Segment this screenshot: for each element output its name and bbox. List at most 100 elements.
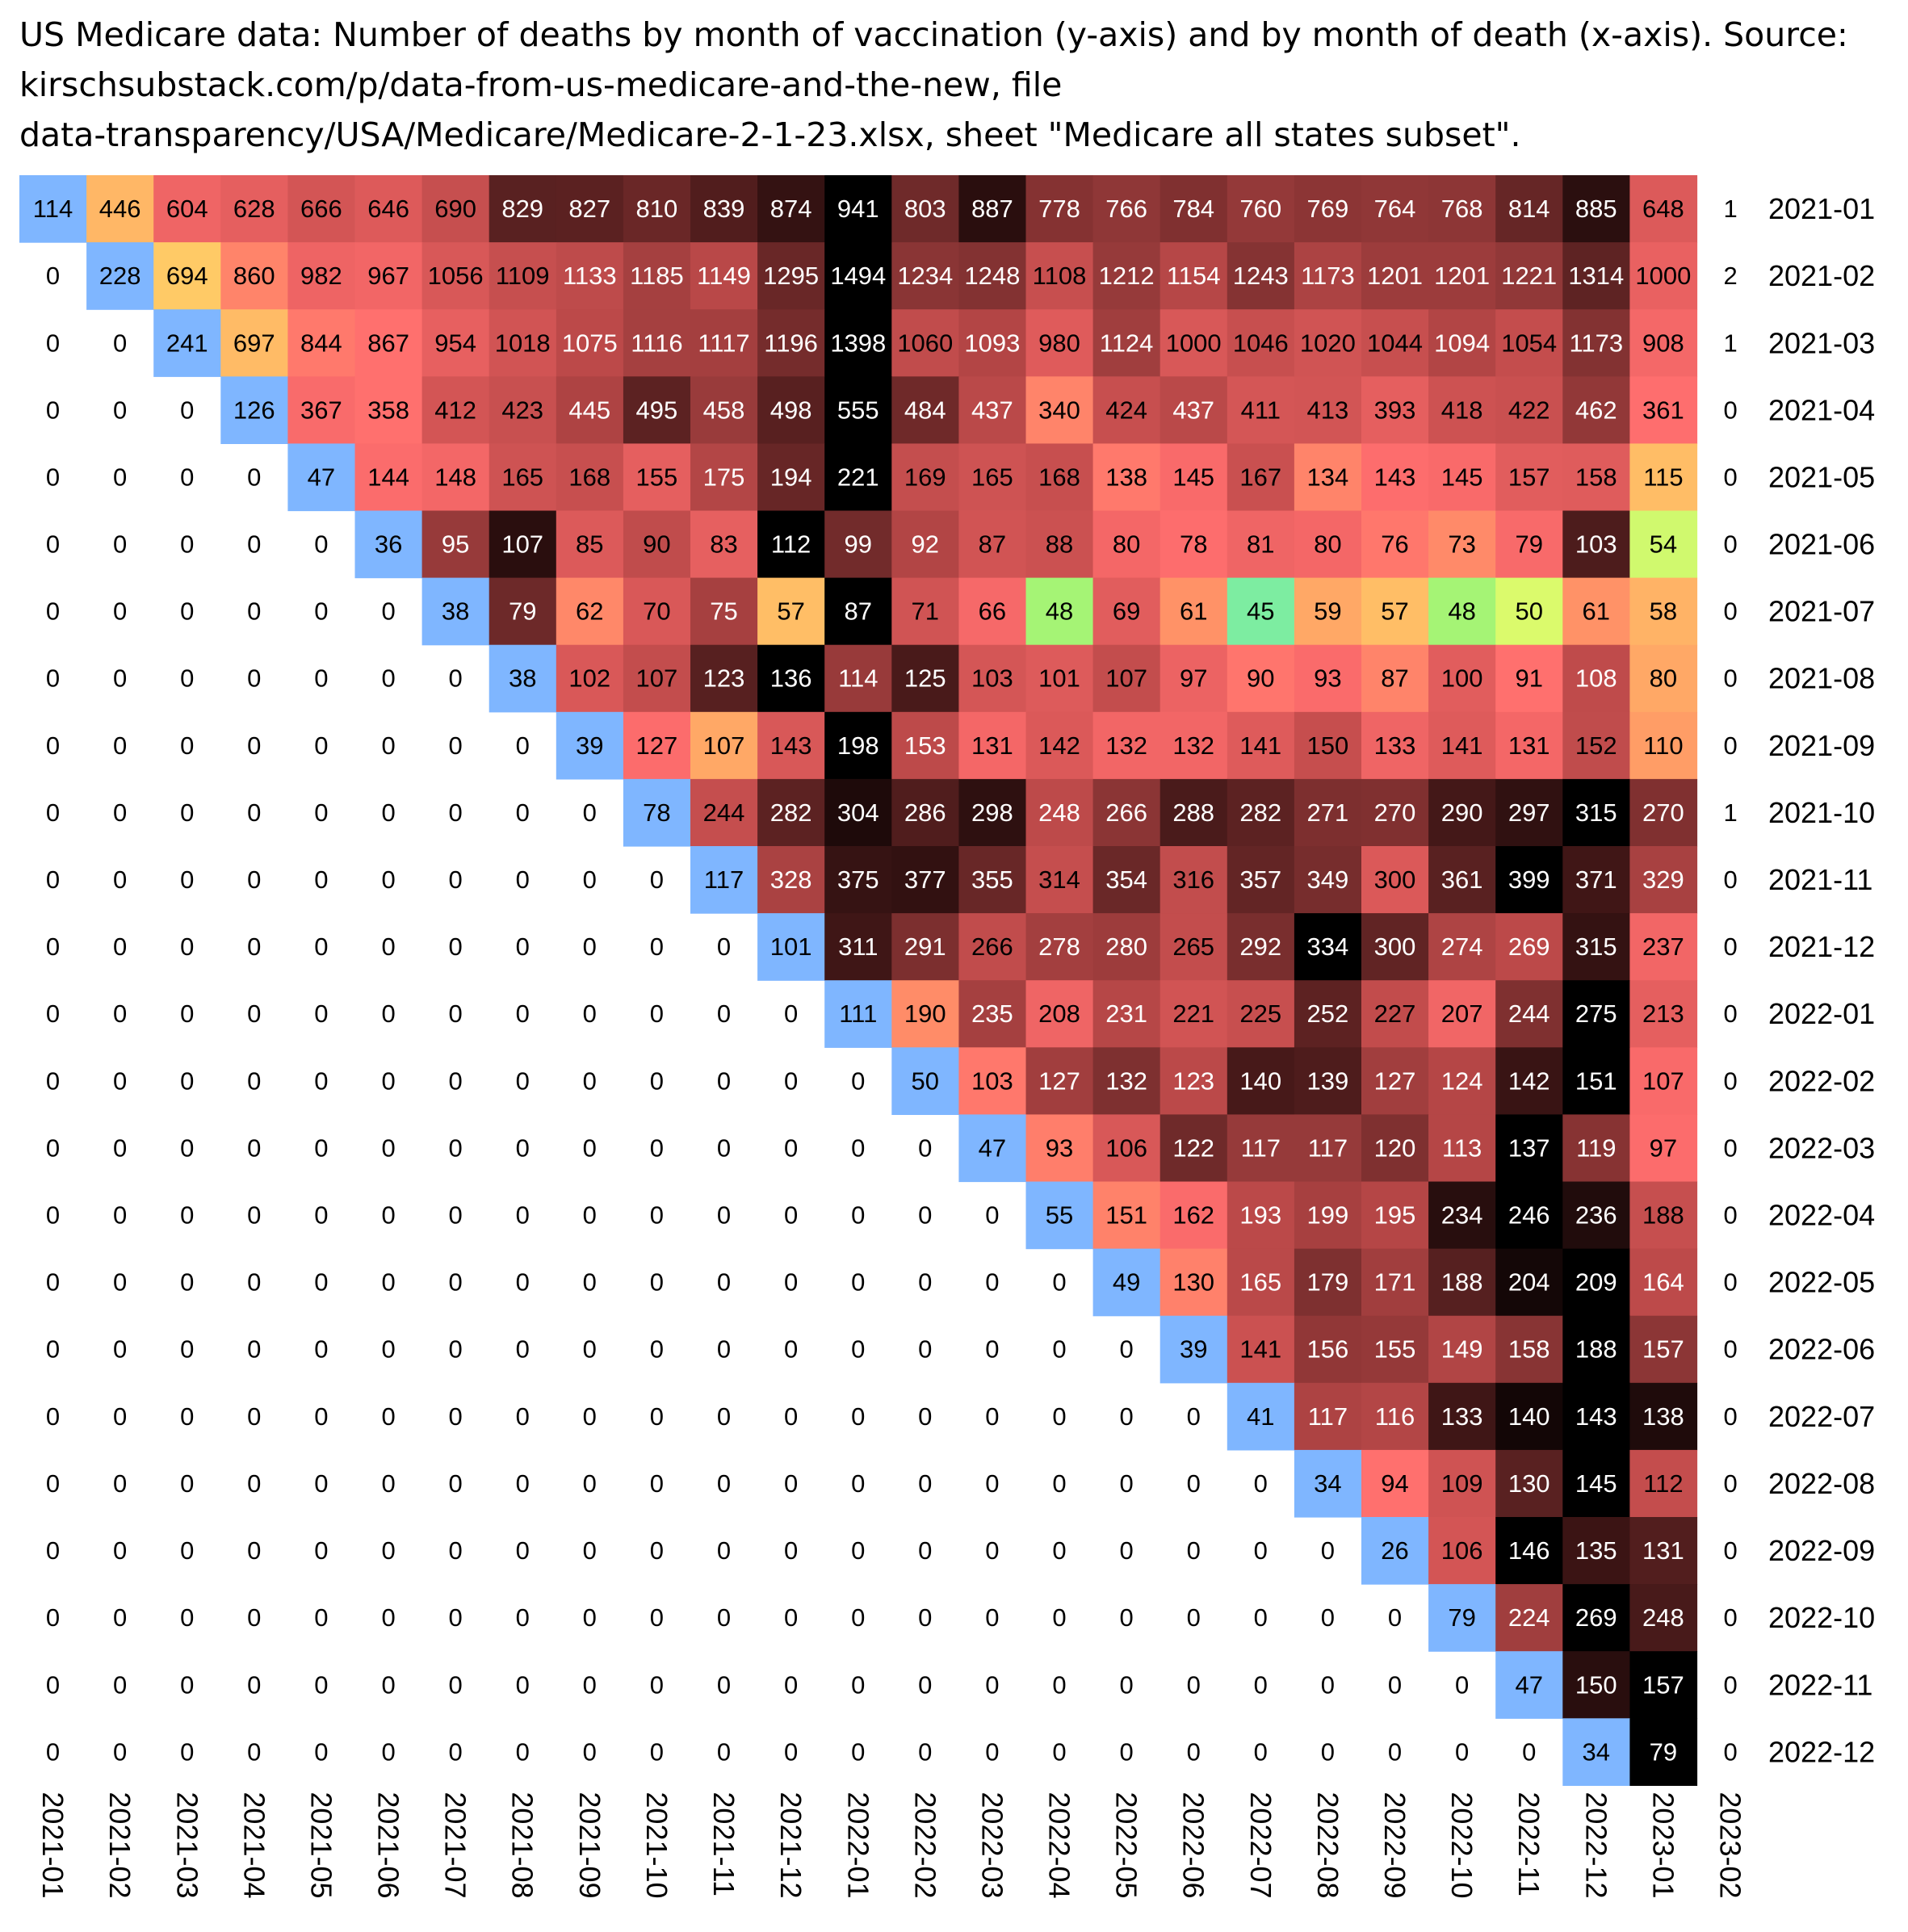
heatmap-cell — [1629, 1382, 1698, 1451]
cell-value-label: 0 — [46, 798, 60, 827]
cell-value-label: 0 — [717, 1670, 731, 1699]
heatmap-cell — [824, 577, 892, 646]
cell-value-label: 0 — [717, 1536, 731, 1565]
cell-value-label: 0 — [46, 1268, 60, 1297]
cell-value-label: 784 — [1172, 195, 1214, 223]
cell-value-label: 298 — [971, 798, 1013, 827]
cell-value-label: 275 — [1575, 1000, 1617, 1028]
cell-value-label: 95 — [442, 530, 469, 559]
cell-value-label: 0 — [113, 1335, 127, 1364]
heatmap-cell — [556, 443, 624, 512]
cell-value-label: 87 — [845, 597, 872, 626]
heatmap-cell — [1159, 309, 1228, 377]
heatmap-cell — [1159, 778, 1228, 847]
cell-value-label: 237 — [1642, 932, 1684, 961]
heatmap-cell — [1294, 846, 1362, 914]
cell-value-label: 117 — [704, 865, 744, 894]
x-tick-label: 2021-08 — [506, 1792, 539, 1898]
cell-value-label: 0 — [46, 530, 60, 559]
cell-value-label: 234 — [1441, 1201, 1483, 1230]
cell-value-label: 0 — [247, 1536, 261, 1565]
extra-column-value: 0 — [1723, 865, 1737, 894]
cell-value-label: 316 — [1172, 865, 1214, 894]
cell-value-label: 690 — [434, 195, 476, 223]
y-tick-label: 2021-07 — [1768, 595, 1875, 628]
cell-value-label: 1093 — [964, 329, 1020, 357]
cell-value-label: 0 — [784, 1201, 798, 1230]
extra-column-value: 0 — [1723, 1536, 1737, 1565]
x-tick-label: 2021-12 — [774, 1792, 807, 1898]
cell-value-label: 107 — [1642, 1067, 1684, 1095]
cell-value-label: 424 — [1105, 396, 1147, 424]
cell-value-label: 0 — [180, 731, 194, 760]
heatmap-cell — [958, 913, 1027, 981]
cell-value-label: 0 — [717, 1603, 731, 1632]
cell-value-label: 0 — [314, 1737, 328, 1766]
cell-value-label: 0 — [985, 1737, 999, 1766]
cell-value-label: 0 — [381, 1402, 395, 1431]
y-tick-label: 2022-12 — [1768, 1735, 1875, 1768]
cell-value-label: 167 — [1239, 463, 1281, 491]
cell-value-label: 0 — [851, 1469, 865, 1498]
heatmap-cell — [1428, 1584, 1496, 1652]
y-tick-label: 2022-02 — [1768, 1064, 1875, 1097]
cell-value-label: 162 — [1172, 1201, 1214, 1230]
cell-value-label: 26 — [1381, 1536, 1408, 1565]
heatmap-cell — [824, 711, 892, 780]
cell-value-label: 0 — [247, 1335, 261, 1364]
cell-value-label: 0 — [583, 798, 597, 827]
heatmap-cell — [1495, 376, 1563, 444]
cell-value-label: 1044 — [1367, 329, 1423, 357]
cell-value-label: 58 — [1650, 597, 1677, 626]
cell-value-label: 85 — [576, 530, 603, 559]
cell-value-label: 0 — [650, 1067, 664, 1095]
cell-value-label: 0 — [448, 1000, 462, 1028]
cell-value-label: 377 — [904, 865, 946, 894]
heatmap-cell — [1428, 846, 1496, 914]
cell-value-label: 0 — [448, 1402, 462, 1431]
cell-value-label: 127 — [636, 731, 678, 760]
heatmap-cell — [421, 309, 490, 377]
heatmap-cell — [1361, 309, 1429, 377]
extra-column-value: 1 — [1723, 329, 1737, 357]
page-title: US Medicare data: Number of deaths by mo… — [19, 10, 1893, 160]
cell-value-label: 165 — [501, 463, 543, 491]
cell-value-label: 61 — [1583, 597, 1610, 626]
cell-value-label: 0 — [247, 1201, 261, 1230]
heatmap-cell — [489, 376, 557, 444]
cell-value-label: 874 — [770, 195, 812, 223]
cell-value-label: 0 — [448, 1670, 462, 1699]
cell-value-label: 827 — [568, 195, 610, 223]
cell-value-label: 1020 — [1300, 329, 1356, 357]
heatmap-cell — [1562, 846, 1630, 914]
cell-value-label: 1056 — [428, 262, 484, 290]
cell-value-label: 0 — [650, 1268, 664, 1297]
heatmap-cell — [1227, 242, 1295, 310]
y-tick-label: 2021-03 — [1768, 326, 1875, 359]
x-tick-label: 2022-12 — [1579, 1792, 1612, 1898]
cell-value-label: 0 — [381, 597, 395, 626]
cell-value-label: 0 — [650, 1000, 664, 1028]
heatmap-cell — [1562, 1382, 1630, 1451]
cell-value-label: 0 — [784, 1335, 798, 1364]
y-tick-label: 2022-04 — [1768, 1199, 1875, 1232]
cell-value-label: 87 — [1381, 664, 1408, 693]
heatmap-cell — [1159, 443, 1228, 512]
cell-value-label: 87 — [979, 530, 1006, 559]
heatmap-cell — [1159, 1114, 1228, 1183]
heatmap-cell — [1495, 644, 1563, 713]
cell-value-label: 127 — [1374, 1067, 1416, 1095]
heatmap-cell — [1562, 778, 1630, 847]
heatmap-cell — [1025, 846, 1094, 914]
cell-value-label: 138 — [1105, 463, 1147, 491]
cell-value-label: 0 — [180, 1134, 194, 1162]
cell-value-label: 412 — [434, 396, 476, 424]
heatmap-cell — [556, 510, 624, 579]
cell-value-label: 151 — [1575, 1067, 1617, 1095]
cell-value-label: 0 — [516, 1335, 530, 1364]
cell-value-label: 114 — [33, 195, 73, 223]
cell-value-label: 0 — [1052, 1335, 1066, 1364]
heatmap-cell — [958, 778, 1027, 847]
heatmap-cell — [556, 644, 624, 713]
cell-value-label: 0 — [918, 1469, 932, 1498]
